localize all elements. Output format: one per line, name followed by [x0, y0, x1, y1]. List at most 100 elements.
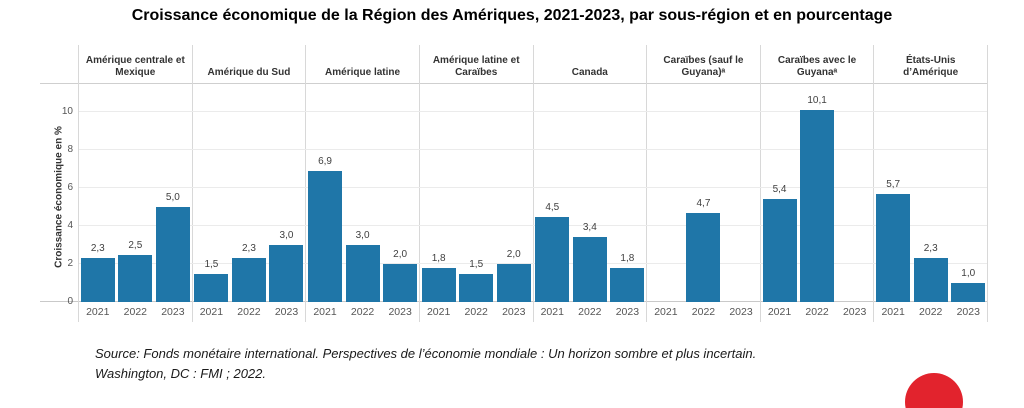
y-axis-label: Croissance économique en % [53, 126, 65, 269]
bar: 1,0 [951, 268, 986, 302]
source-line-1: Source: Fonds monétaire international. P… [95, 346, 757, 361]
bar: 4,5 [535, 202, 570, 302]
source-note: Source: Fonds monétaire international. P… [95, 344, 756, 384]
bar-value-label: 2,0 [393, 249, 408, 260]
panel-2: Amérique du Sud 1,5 2,3 3,0 2021 2022 2023 [191, 45, 306, 322]
bar-slot: 5,0 [154, 83, 192, 302]
bar-value-label: 5,0 [165, 192, 180, 203]
year-label: 2023 [615, 306, 640, 318]
panel-header: Caraïbes (sauf le Guyana)ᵃ [663, 55, 744, 78]
bar: 2,0 [496, 249, 531, 302]
year-label: 2023 [161, 306, 185, 318]
bar-slot: 2,3 [79, 83, 117, 302]
bar-slot: 2,3 [230, 83, 268, 302]
year-label: 2023 [729, 306, 753, 318]
bar: 1,8 [421, 253, 456, 302]
year-label: 2022 [691, 306, 716, 318]
y-tick-label: 8 [67, 144, 73, 155]
bar: 3,4 [572, 222, 607, 302]
bar-value-label: 1,5 [469, 258, 484, 270]
gridline [79, 225, 987, 226]
bar-slot: 2,5 [117, 83, 155, 302]
panel-bars: 2,3 2,5 5,0 [79, 83, 192, 302]
bar-value-label: 1,5 [204, 258, 219, 270]
bar-value-label: 1,8 [431, 252, 446, 264]
panel-bars: 6,9 3,0 2,0 [306, 83, 419, 302]
bar: 5,7 [876, 179, 911, 302]
bar-slot [836, 83, 874, 302]
year-label: 2023 [842, 306, 867, 318]
panel-year-labels: 2021 2022 2023 [874, 302, 987, 322]
bar-slot: 6,9 [306, 83, 344, 302]
year-label: 2022 [578, 306, 602, 318]
panel-header: Amérique du Sud [207, 67, 291, 78]
bar-value-label: 3,0 [279, 230, 294, 241]
gridline [79, 263, 987, 264]
bar-value-label: 2,3 [241, 243, 256, 255]
bar-slot: 2,3 [912, 83, 950, 302]
panel-bars: 4,5 3,4 1,8 [534, 83, 647, 302]
bar-slot: 3,0 [268, 83, 306, 302]
bar: 3,0 [269, 230, 304, 302]
bar-slot: 4,5 [534, 83, 572, 302]
year-label: 2023 [956, 306, 980, 318]
panel-5: Canada 4,5 3,4 1,8 2021 2022 2023 [532, 45, 647, 322]
bar-slot: 1,0 [949, 83, 987, 302]
bar-slot: 2,0 [495, 83, 533, 302]
bar-slot: 5,4 [761, 83, 799, 302]
y-tick-label: 10 [61, 106, 73, 117]
panel-header: Amérique latine [325, 67, 401, 78]
year-label: 2021 [426, 306, 451, 318]
bar: 2,3 [80, 243, 115, 302]
y-tick-label: 0 [67, 296, 73, 307]
bar: 2,3 [913, 243, 948, 302]
year-label: 2022 [123, 306, 147, 318]
panel-bars: 5,4 10,1 [761, 83, 874, 302]
bar-value-label: 2,5 [128, 239, 143, 251]
panel-bars: 4,7 [647, 83, 760, 302]
bar-value-label: 2,3 [923, 243, 938, 255]
bar-slot [647, 83, 685, 302]
bar-slot: 1,5 [193, 83, 231, 302]
panel-year-labels: 2021 2022 2023 [761, 302, 874, 322]
panel-6: Caraïbes (sauf le Guyana)ᵃ 4,7 2021 2022 202… [646, 45, 760, 322]
panel-header: Amérique centrale et Mexique [85, 55, 185, 78]
bar-value-label: 1,8 [620, 252, 635, 264]
gridline [79, 149, 987, 150]
bar: 1,8 [610, 253, 645, 302]
bar-value-label: 1,0 [961, 268, 976, 279]
bar-slot: 10,1 [798, 83, 836, 302]
panel-header: États-Unis d’Amérique [903, 55, 959, 78]
panel-bars: 1,8 1,5 2,0 [420, 83, 533, 302]
panels-area: Amérique centrale et Mexique 2,3 2,5 5,0 202… [78, 45, 988, 322]
bar-slot: 3,4 [571, 83, 609, 302]
bar: 6,9 [308, 156, 343, 302]
bar: 3,0 [345, 230, 380, 302]
panel-year-labels: 2021 2022 2023 [79, 302, 192, 322]
gridline [79, 111, 987, 112]
year-label: 2021 [881, 306, 905, 318]
bar-value-label: 2,0 [506, 249, 521, 260]
year-label: 2022 [350, 306, 375, 318]
panel-4: Amérique latine et Caraïbes 1,8 1,5 2,0 2021… [418, 45, 533, 322]
y-tick-label: 2 [67, 258, 73, 269]
panel-3: Amérique latine 6,9 3,0 2,0 2021 2022 2023 [305, 45, 419, 322]
year-label: 2021 [767, 306, 792, 318]
panel-year-labels: 2021 2022 2023 [534, 302, 647, 322]
chart: Croissance économique en % 0 2 4 6 8 10 Améri… [40, 45, 988, 322]
bar-value-label: 3,0 [355, 230, 370, 241]
panel-year-labels: 2021 2022 2023 [647, 302, 760, 322]
bar-value-label: 10,1 [807, 95, 827, 107]
chart-title: Croissance économique de la Région des A… [131, 7, 893, 24]
bar: 2,3 [231, 243, 266, 302]
bar-slot: 1,8 [609, 83, 647, 302]
panel-year-labels: 2021 2022 2023 [420, 302, 533, 322]
y-axis: Croissance économique en % 0 2 4 6 8 10 [40, 45, 78, 322]
panel-header: Amérique latine et Caraïbes [432, 55, 520, 78]
bar-value-label: 4,7 [696, 197, 711, 209]
year-label: 2022 [805, 306, 829, 318]
year-label: 2021 [86, 306, 110, 318]
y-tick-label: 6 [67, 182, 73, 193]
bar-value-label: 2,3 [90, 243, 105, 255]
